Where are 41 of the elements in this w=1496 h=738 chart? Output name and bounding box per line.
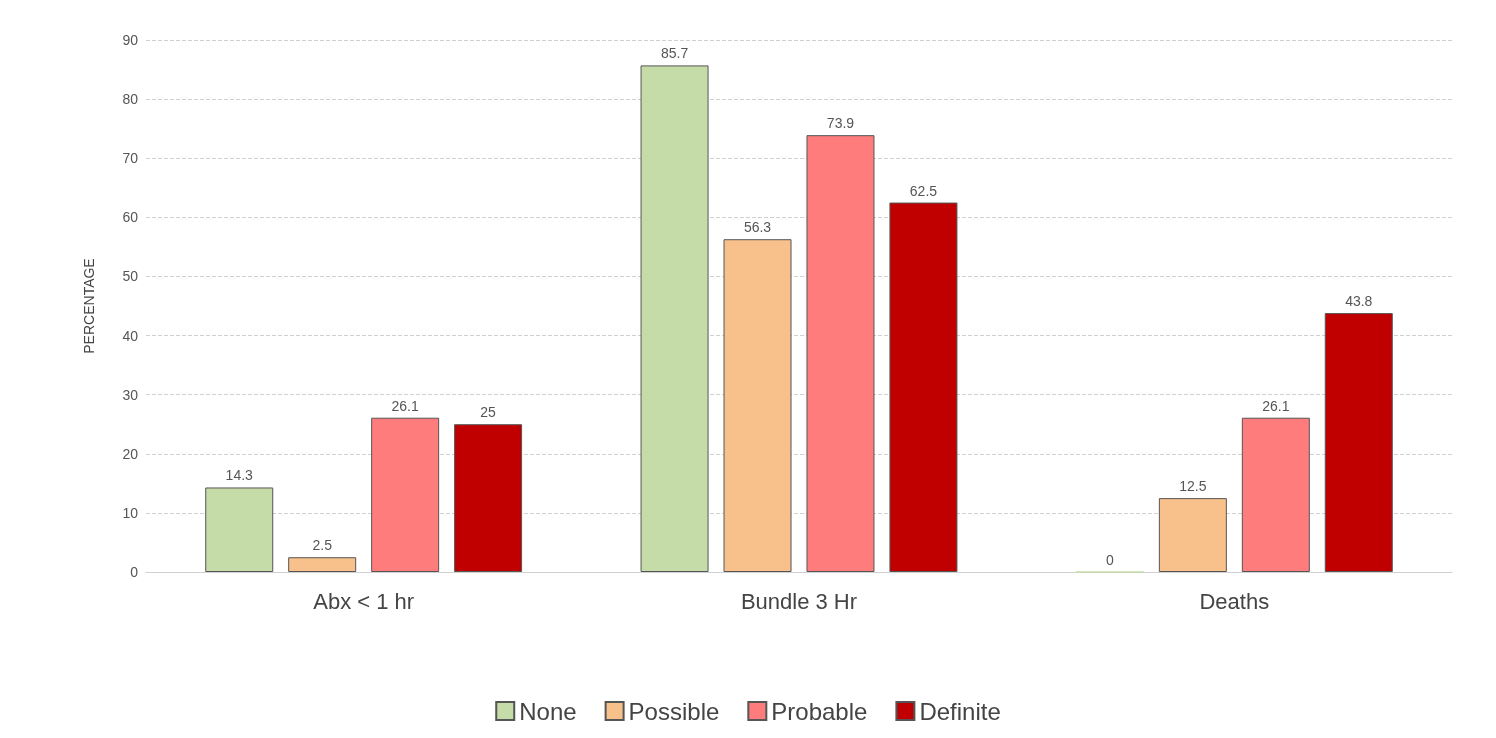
data-label: 25 [480, 404, 497, 421]
data-label: 62.5 [909, 182, 938, 199]
y-tick-label: 20 [122, 445, 139, 462]
data-label: 85.7 [660, 45, 689, 62]
y-tick-label: 0 [130, 564, 139, 580]
y-tick-label: 10 [122, 504, 139, 521]
data-label: 2.5 [312, 537, 333, 554]
bar [1324, 313, 1393, 572]
bar [640, 65, 709, 572]
bar [723, 239, 792, 572]
bar [288, 557, 357, 572]
legend-label: Possible [628, 697, 720, 725]
y-tick-label: 60 [122, 209, 139, 226]
legend-label: None [519, 697, 577, 725]
data-label: 12.5 [1179, 478, 1207, 495]
y-tick-label: 30 [122, 386, 139, 403]
legend-label: Definite [919, 697, 1001, 725]
data-label: 56.3 [743, 219, 772, 236]
data-label: 0 [1105, 551, 1114, 568]
bar [1158, 498, 1227, 572]
x-tick-label: Abx < 1 hr [313, 588, 415, 614]
bar [1241, 417, 1310, 572]
legend-label: Probable [771, 697, 868, 725]
data-label: 26.1 [1262, 397, 1290, 414]
y-axis-title: PERCENTAGE [81, 258, 97, 354]
data-label: 73.9 [826, 115, 855, 132]
y-tick-label: 90 [122, 32, 139, 48]
bar [371, 417, 440, 572]
x-tick-label: Deaths [1199, 588, 1270, 614]
data-label: 26.1 [391, 397, 419, 414]
bar [205, 487, 274, 572]
y-tick-label: 40 [122, 327, 139, 344]
data-label: 14.3 [225, 467, 254, 484]
bar [454, 424, 523, 572]
bar [806, 135, 875, 572]
y-tick-label: 50 [122, 268, 139, 285]
x-tick-label: Bundle 3 Hr [740, 588, 858, 614]
y-tick-label: 80 [122, 91, 139, 108]
data-label: 43.8 [1345, 293, 1373, 310]
y-tick-label: 70 [122, 150, 139, 167]
bar [889, 202, 958, 572]
